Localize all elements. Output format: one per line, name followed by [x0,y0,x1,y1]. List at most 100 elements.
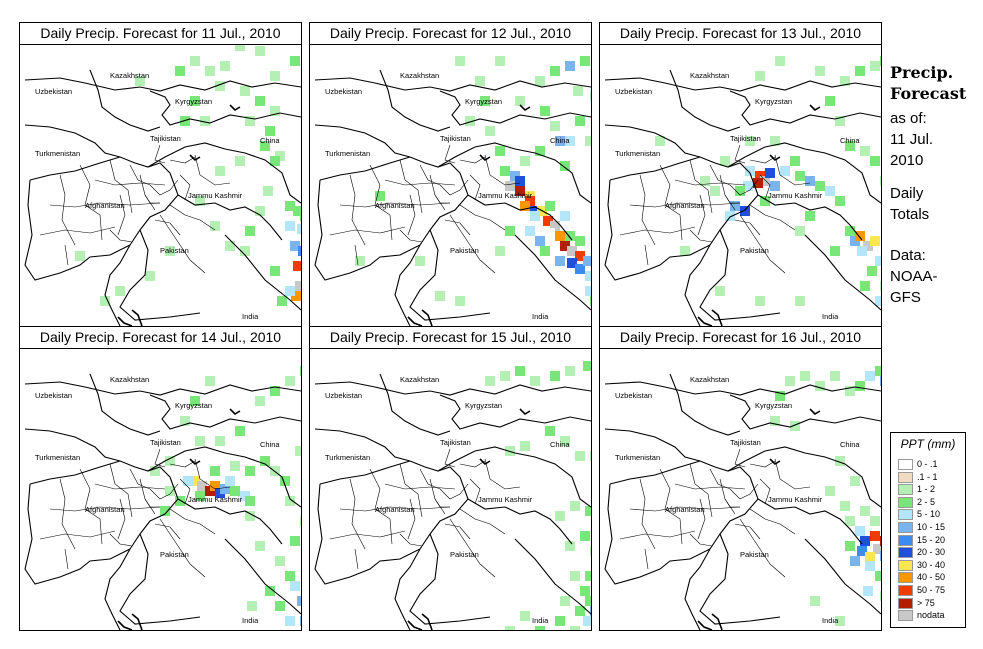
province-boundary [484,154,521,186]
precip-cell [860,536,870,546]
country-boundary [314,381,591,396]
precip-cell [300,516,301,526]
precip-cell [298,246,301,256]
map-label-china: China [260,440,280,449]
precip-cell [300,616,301,626]
precip-cell [863,586,873,596]
panel-title: Daily Precip. Forecast for 13 Jul., 2010 [600,23,881,45]
forecast-panel-5: Daily Precip. Forecast for 15 Jul., 2010… [309,326,592,631]
precip-cell [285,376,295,386]
province-boundary [429,174,446,211]
legend-label: 15 - 20 [917,534,946,545]
precip-cell [555,511,565,521]
country-boundaries [24,69,301,326]
province-boundary [117,498,126,540]
precip-cell [247,601,257,611]
precip-cell [850,476,860,486]
side-title: Precip. Forecast [890,62,980,104]
map-canvas: Kazakhstan Uzbekistan Kyrgyzstan Tajikistan… [604,56,881,326]
province-boundary [139,478,156,515]
coastline [697,408,821,630]
country-boundary [104,548,131,630]
precip-cell [785,376,795,386]
precip-cell [735,186,745,196]
coastline-segment [809,408,821,416]
province-boundary [154,219,181,236]
province-boundary [719,478,736,515]
precip-cell [845,516,855,526]
legend-label: .1 - 1 [917,471,938,482]
province-boundary [444,144,456,164]
precip-cell [195,196,205,206]
province-boundary [169,156,196,164]
map-label-uzbekistan: Uzbekistan [615,87,652,96]
precip-cell [235,426,245,436]
country-boundary [804,234,881,311]
precip-cell [765,168,775,178]
province-boundary [469,174,481,201]
province-boundary [144,194,160,204]
precip-cell [835,616,845,626]
province-boundary [774,154,811,186]
coastline-segment [407,620,423,630]
precip-cell [297,596,301,606]
precip-cell [875,366,881,376]
map-label-turkmenistan: Turkmenistan [615,149,660,158]
precip-cell [585,136,591,146]
coastline-segment [229,408,241,416]
panel-title: Daily Precip. Forecast for 16 Jul., 2010 [600,327,881,349]
legend-label: 2 - 5 [917,496,936,507]
precip-cell [235,156,245,166]
map-label-pakistan: Pakistan [450,246,479,255]
precip-cell [291,291,301,301]
country-boundary [604,172,759,281]
province-boundary [444,448,456,468]
legend-swatch [898,534,913,546]
precip-cell [520,156,530,166]
precip-cell [870,236,880,246]
legend-swatch [898,572,913,584]
country-boundary [119,229,201,321]
precip-cell [260,456,270,466]
precip-cell [255,46,265,56]
precip-cell [560,161,570,171]
precip-cell [225,241,235,251]
precip-cell [790,156,800,166]
precip-cell [297,224,301,234]
province-boundary [354,548,359,570]
coastline-segment [131,309,143,326]
precip-cell [575,264,585,274]
province-boundary [129,164,151,186]
precip-cell [790,421,800,431]
precip-cell [870,516,880,526]
precip-cell [585,596,591,606]
country-boundary [379,69,451,132]
precip-cell [590,296,591,306]
precip-cell [275,556,285,566]
province-boundary [689,159,713,214]
country-boundary [514,234,591,311]
precip-cell [575,251,585,261]
precip-cell [525,226,535,236]
country-boundary [394,548,421,630]
province-boundary [689,229,713,243]
country-boundary [699,533,781,625]
precip-cell [505,226,515,236]
precip-cell [290,536,300,546]
precip-cell [590,546,591,556]
map-label-pakistan: Pakistan [740,550,769,559]
precip-cell [565,136,575,146]
province-boundary [709,164,731,186]
province-boundary [449,214,496,274]
precip-cell [190,96,200,106]
precip-cell [515,176,525,186]
province-boundaries [619,448,811,578]
forecast-panel-3: Daily Precip. Forecast for 13 Jul., 2010… [599,22,882,327]
precip-cell [855,231,865,241]
precip-cell [860,146,870,156]
precip-cell [175,66,185,76]
province-boundary [697,498,706,540]
precip-cell [245,511,255,521]
precip-cell [245,116,255,126]
